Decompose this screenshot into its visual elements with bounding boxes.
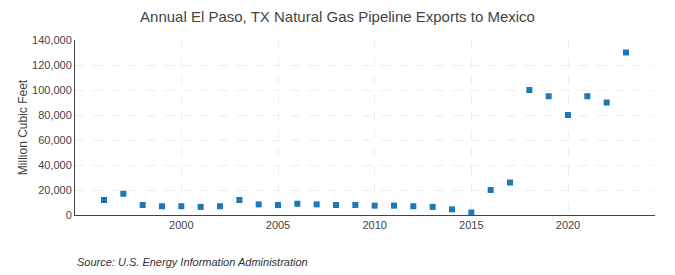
svg-text:Million Cubic Feet: Million Cubic Feet: [16, 79, 30, 175]
svg-text:20,000: 20,000: [38, 184, 72, 196]
svg-text:0: 0: [66, 209, 72, 221]
svg-text:80,000: 80,000: [38, 109, 72, 121]
svg-text:2005: 2005: [266, 219, 290, 231]
svg-text:2020: 2020: [556, 219, 580, 231]
svg-text:100,000: 100,000: [32, 84, 72, 96]
svg-text:Annual El Paso, TX Natural Gas: Annual El Paso, TX Natural Gas Pipeline …: [140, 8, 535, 25]
svg-text:Source: U.S. Energy Informatio: Source: U.S. Energy Information Administ…: [77, 256, 308, 268]
svg-text:2000: 2000: [169, 219, 193, 231]
svg-text:140,000: 140,000: [32, 34, 72, 46]
svg-text:120,000: 120,000: [32, 59, 72, 71]
svg-text:60,000: 60,000: [38, 134, 72, 146]
svg-text:2010: 2010: [362, 219, 386, 231]
svg-text:40,000: 40,000: [38, 159, 72, 171]
svg-text:2015: 2015: [459, 219, 483, 231]
